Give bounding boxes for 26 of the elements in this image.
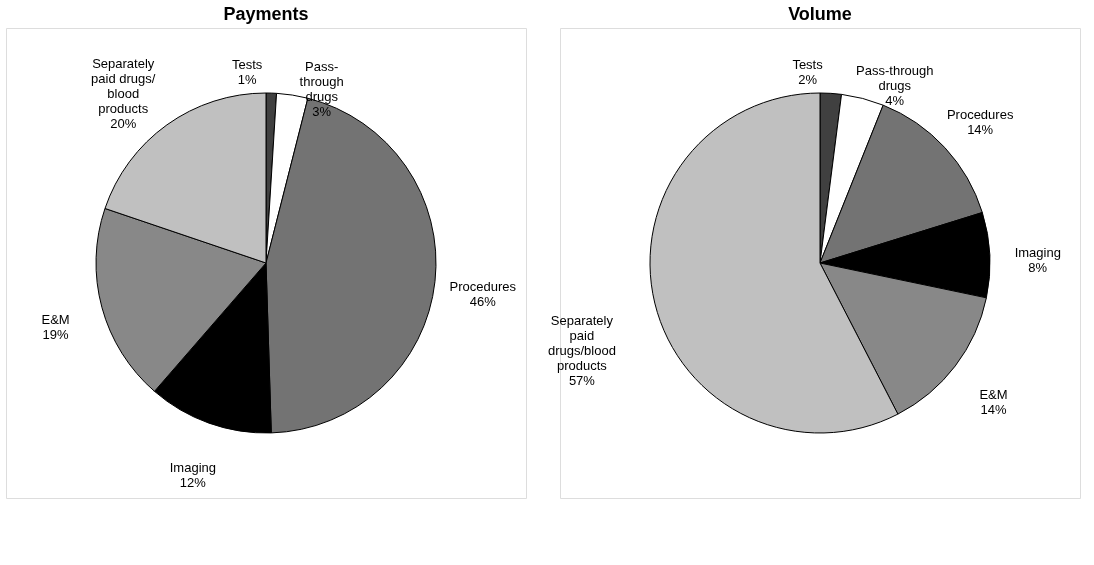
data-label: 46% [469, 293, 497, 309]
data-label: 14% [967, 122, 994, 138]
slice-label: Procedures [449, 278, 517, 294]
slice-label: Pass-through drugs [856, 63, 934, 94]
data-label: 4% [885, 93, 905, 109]
data-label: 19% [42, 326, 70, 342]
data-label: 3% [312, 104, 332, 120]
data-label: 14% [980, 402, 1007, 418]
slice-label: E&M [41, 311, 70, 327]
data-label: 2% [798, 72, 818, 88]
data-label: 57% [568, 372, 596, 388]
slice-label: Separately paid drugs/blood products [547, 312, 616, 373]
data-label: 12% [179, 475, 207, 491]
slice-label: Tests [792, 57, 824, 73]
data-label: 20% [110, 115, 137, 131]
slice-label: Tests [231, 57, 263, 73]
slice-label: Separately paid drugs/ blood products [91, 55, 156, 116]
slice-label: Pass- through drugs [299, 59, 344, 105]
data-label: 8% [1028, 259, 1048, 275]
data-label: 1% [237, 72, 257, 88]
chart-title: Payments [223, 4, 309, 24]
slice-label: E&M [979, 387, 1008, 403]
slice-label: Imaging [169, 460, 216, 476]
chart-title: Volume [788, 4, 852, 24]
slice-label: Imaging [1014, 244, 1061, 260]
slice-label: Procedures [946, 107, 1014, 123]
